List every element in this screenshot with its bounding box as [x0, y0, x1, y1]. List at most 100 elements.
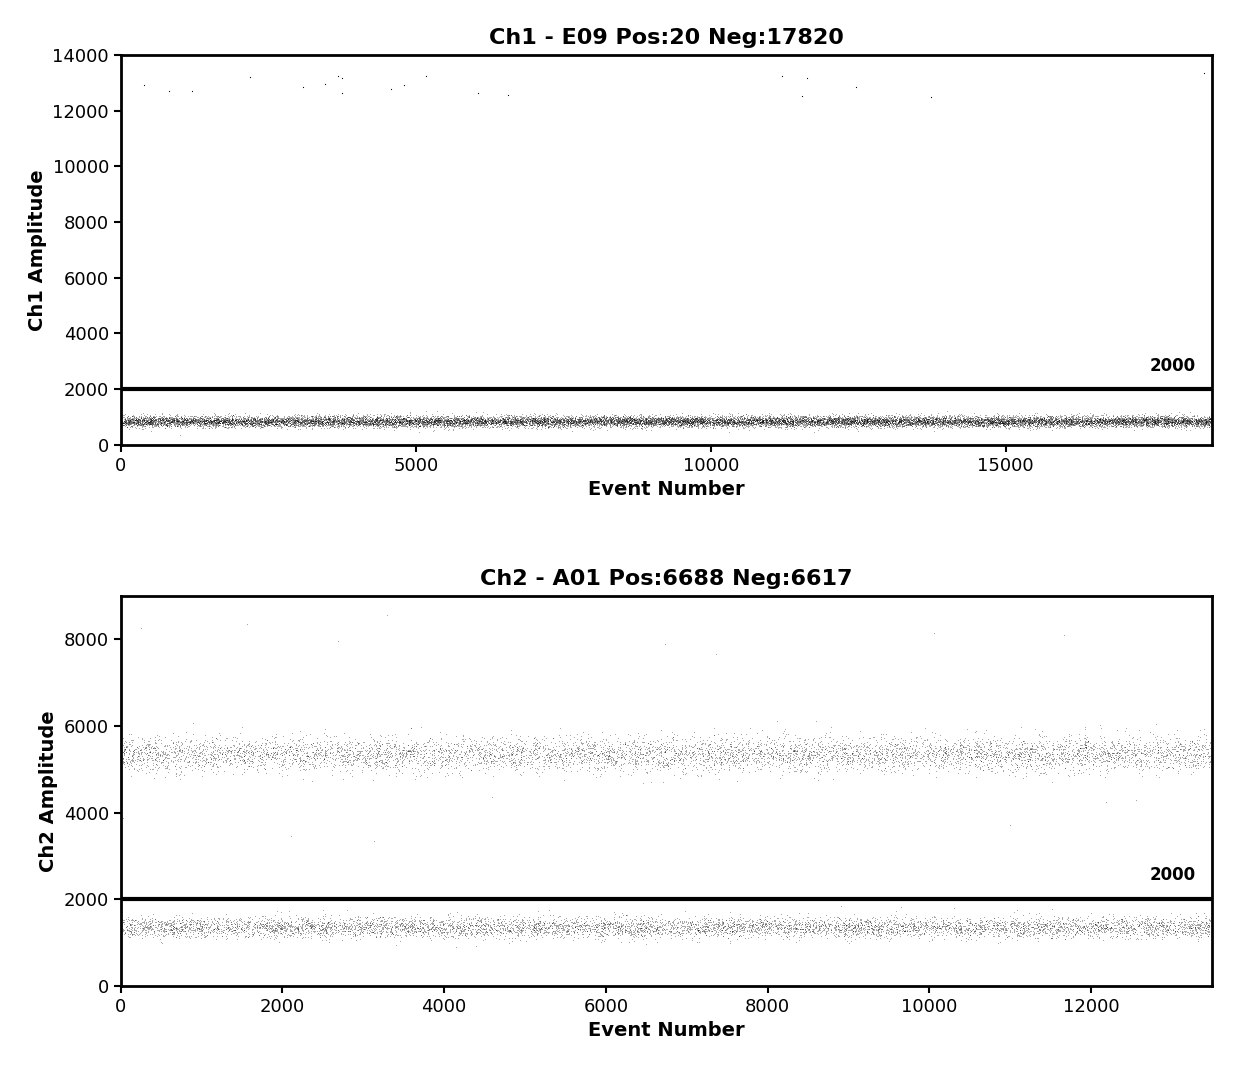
Point: [577, 745, 596, 763]
Point: [1092, 417, 1112, 434]
Point: [1094, 743, 1114, 760]
Point: [616, 920, 636, 937]
Point: [208, 411, 228, 428]
Point: [239, 917, 259, 934]
Point: [807, 414, 827, 431]
Point: [1074, 414, 1094, 431]
Point: [686, 411, 706, 428]
Point: [432, 744, 451, 761]
Point: [713, 914, 733, 931]
Point: [668, 747, 688, 764]
Point: [651, 910, 671, 927]
Point: [832, 911, 852, 928]
Point: [1029, 414, 1049, 431]
Point: [584, 408, 604, 425]
Point: [1059, 413, 1079, 430]
Point: [518, 909, 538, 926]
Point: [1074, 742, 1094, 759]
Point: [244, 417, 264, 434]
Point: [978, 414, 998, 431]
Point: [965, 412, 985, 429]
Point: [218, 415, 238, 433]
Point: [353, 758, 373, 775]
Point: [505, 413, 525, 430]
Point: [1094, 412, 1114, 429]
Point: [428, 412, 448, 429]
Point: [987, 415, 1007, 433]
Point: [811, 412, 831, 429]
Point: [678, 414, 698, 431]
Point: [928, 415, 947, 433]
Point: [722, 411, 742, 428]
Point: [227, 412, 247, 429]
Point: [981, 413, 1001, 430]
Point: [1152, 410, 1172, 427]
Point: [931, 923, 951, 940]
Point: [895, 734, 915, 751]
Point: [1177, 413, 1197, 430]
Point: [1125, 417, 1145, 434]
Point: [300, 411, 320, 428]
Point: [370, 414, 389, 431]
Point: [440, 409, 460, 426]
Point: [692, 745, 712, 763]
Point: [436, 412, 456, 429]
Point: [601, 743, 621, 760]
Point: [319, 411, 339, 428]
Point: [409, 418, 429, 435]
Point: [1060, 417, 1080, 434]
Point: [621, 917, 641, 934]
Point: [844, 412, 864, 429]
Point: [706, 646, 725, 663]
Point: [1133, 417, 1153, 434]
Point: [739, 410, 759, 427]
Point: [610, 419, 630, 436]
Point: [724, 413, 744, 430]
Point: [422, 417, 441, 434]
Point: [456, 411, 476, 428]
Point: [350, 915, 370, 932]
Point: [852, 410, 872, 427]
Point: [682, 412, 702, 429]
Point: [1008, 747, 1028, 764]
Point: [693, 753, 713, 770]
Point: [696, 750, 715, 767]
Point: [970, 412, 990, 429]
Point: [1019, 414, 1039, 431]
Point: [150, 412, 170, 429]
Point: [196, 412, 216, 429]
Point: [971, 412, 991, 429]
Point: [407, 923, 427, 940]
Point: [874, 410, 894, 427]
Point: [848, 410, 868, 427]
Point: [980, 411, 999, 428]
Point: [233, 412, 253, 429]
Point: [345, 917, 365, 934]
Point: [409, 418, 429, 435]
Point: [1023, 417, 1043, 434]
Point: [1047, 921, 1066, 938]
Point: [739, 413, 759, 430]
Point: [382, 739, 402, 756]
Point: [552, 413, 572, 430]
Point: [604, 414, 624, 431]
Point: [386, 409, 405, 426]
Point: [275, 920, 295, 937]
Point: [474, 921, 494, 938]
Point: [579, 747, 599, 764]
Point: [966, 411, 986, 428]
Point: [1149, 732, 1169, 749]
Point: [556, 747, 575, 764]
Point: [1140, 411, 1159, 428]
Point: [496, 417, 516, 434]
Point: [387, 753, 407, 770]
Point: [355, 415, 374, 433]
Point: [1002, 757, 1022, 774]
Point: [857, 411, 877, 428]
Point: [140, 413, 160, 430]
Point: [1095, 921, 1115, 938]
Point: [822, 414, 842, 431]
Point: [640, 409, 660, 426]
Point: [362, 410, 382, 427]
Point: [789, 414, 808, 431]
